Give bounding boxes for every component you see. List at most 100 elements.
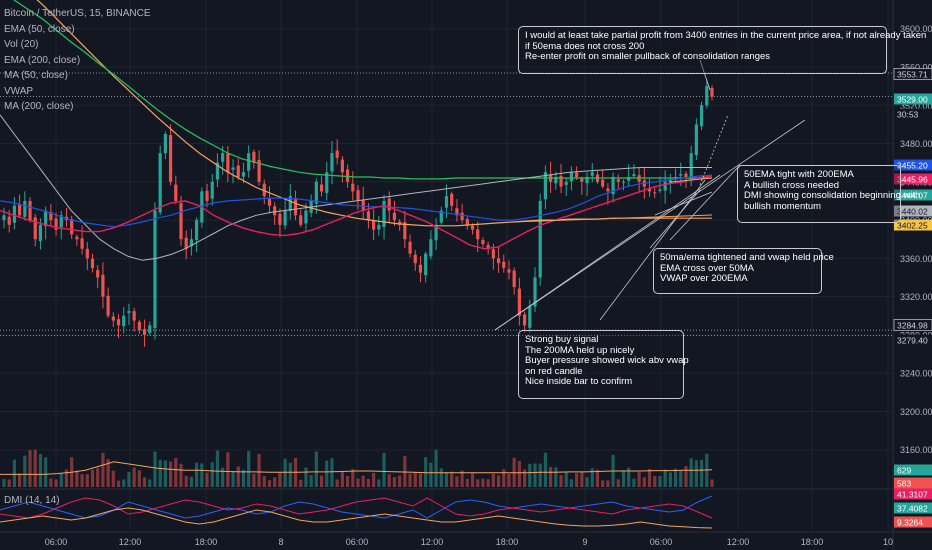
candle-body xyxy=(330,153,334,172)
volume-badge: 583 xyxy=(897,478,911,488)
price-badge-bg xyxy=(894,173,932,185)
volume-bar xyxy=(439,468,443,487)
volume-bar xyxy=(486,479,490,487)
candle-body xyxy=(684,173,688,178)
volume-bar xyxy=(288,462,292,487)
price-badge: 3455.20 xyxy=(897,160,928,170)
volume-bar xyxy=(127,472,131,487)
time-axis: 06:00 12:00 18:00 8 06:00 12:00 18:00 9 06:00 12:… xyxy=(45,537,893,547)
candle-body xyxy=(304,210,308,224)
volume-bar xyxy=(309,474,313,487)
candle-body xyxy=(85,248,89,259)
dmi-badge: 9.3264 xyxy=(897,517,923,527)
volume-bar xyxy=(601,480,605,487)
candle-body xyxy=(247,153,251,171)
dmi-legend[interactable]: DMI (14, 14) xyxy=(4,495,60,506)
legend-ema50[interactable]: EMA (50, close) xyxy=(4,23,75,35)
candle-body xyxy=(49,212,53,221)
volume-bar xyxy=(642,477,646,487)
candle-body xyxy=(262,183,266,197)
symbol-title[interactable]: Bitcoin / TetherUS, 15, BINANCE xyxy=(4,8,151,19)
volume-bar xyxy=(496,475,501,487)
x-tick-label: 9 xyxy=(582,537,587,547)
volume-bar xyxy=(142,477,147,487)
trendline xyxy=(494,174,721,331)
candle-body xyxy=(564,181,568,185)
volume-bar xyxy=(85,474,89,487)
volume-bar xyxy=(23,455,27,487)
candle-body xyxy=(575,172,579,178)
x-tick-label: 12:00 xyxy=(727,537,750,547)
volume-bar xyxy=(12,459,17,487)
candle-body xyxy=(439,210,443,223)
candle-body xyxy=(221,153,225,162)
candle-body xyxy=(335,150,339,158)
candle-body xyxy=(606,188,610,192)
price-badge-bg xyxy=(894,205,932,217)
candle-body xyxy=(236,165,240,178)
candle-body xyxy=(486,244,490,249)
volume-bar xyxy=(450,471,454,487)
volume-bar xyxy=(49,478,53,487)
candle-body xyxy=(210,181,214,199)
volume-bar xyxy=(351,469,355,487)
price-badge: 3279.40 xyxy=(897,335,928,345)
candle-body xyxy=(257,159,261,182)
candle-body xyxy=(18,204,22,216)
note-take-profit[interactable]: I would at least take partial profit fro… xyxy=(518,26,926,74)
volume-bar xyxy=(616,479,620,487)
volume-bar xyxy=(252,473,256,487)
candle-body xyxy=(429,239,433,257)
legend-vwap[interactable]: VWAP xyxy=(4,85,34,97)
dmi-pane xyxy=(0,495,713,529)
volume-bar xyxy=(33,449,37,487)
vwap-line xyxy=(0,114,712,261)
note-line: Strong buy signal xyxy=(525,334,599,345)
note-line: VWAP over 200EMA xyxy=(660,273,748,284)
x-tick-label: 12:00 xyxy=(119,537,142,547)
y-tick-label: 3160.00 xyxy=(900,445,932,455)
note-ema-cross[interactable]: 50EMA tight with 200EMA A bullish cross … xyxy=(737,165,920,223)
volume-bar xyxy=(226,452,230,487)
note-buy-signal[interactable]: Strong buy signal The 200MA held up nice… xyxy=(518,330,689,399)
candle-body xyxy=(106,295,110,316)
dmi-badge: 37.4082 xyxy=(897,503,928,513)
volume-bar xyxy=(424,457,428,487)
legend-vol[interactable]: Vol (20) xyxy=(4,39,39,50)
candle-body xyxy=(127,310,131,313)
candle-body xyxy=(361,199,365,211)
volume-bar xyxy=(408,473,412,487)
volume-bar xyxy=(590,468,594,487)
candle-body xyxy=(215,162,220,180)
volume-bar xyxy=(491,473,495,487)
volume-bar xyxy=(195,462,199,487)
candle-body xyxy=(694,124,698,156)
volume-badge-bg xyxy=(894,464,932,476)
volume-bar xyxy=(689,458,693,487)
candle-body xyxy=(689,153,693,180)
trendline xyxy=(654,191,713,216)
note-tightened[interactable]: 50ma/ema tightened and vwap held price E… xyxy=(653,248,834,294)
price-badge-bg xyxy=(894,108,932,120)
candle-body xyxy=(38,224,43,242)
legend-ma200[interactable]: MA (200, close) xyxy=(4,101,74,112)
candle-body xyxy=(319,184,324,192)
note-line: EMA cross over 50MA xyxy=(660,262,754,274)
volume-bar xyxy=(257,453,261,487)
candle-body xyxy=(616,179,620,182)
volume-bar xyxy=(699,459,704,487)
volume-bar xyxy=(64,469,69,487)
legend-ema200[interactable]: EMA (200, close) xyxy=(4,54,81,66)
legend-ma50[interactable]: MA (50, close) xyxy=(4,70,68,81)
candle-body xyxy=(481,240,485,244)
x-tick-label: 06:00 xyxy=(650,537,673,547)
candle-body xyxy=(174,184,178,201)
price-axis: 3240.003280.003320.003360.003400.003440.… xyxy=(893,24,932,528)
candle-body xyxy=(267,198,272,206)
ma50-line xyxy=(0,175,713,250)
volume-bar xyxy=(356,478,360,487)
x-tick-label: 06:00 xyxy=(45,537,68,547)
volume-bar xyxy=(476,479,480,487)
volume-bar xyxy=(148,479,152,487)
